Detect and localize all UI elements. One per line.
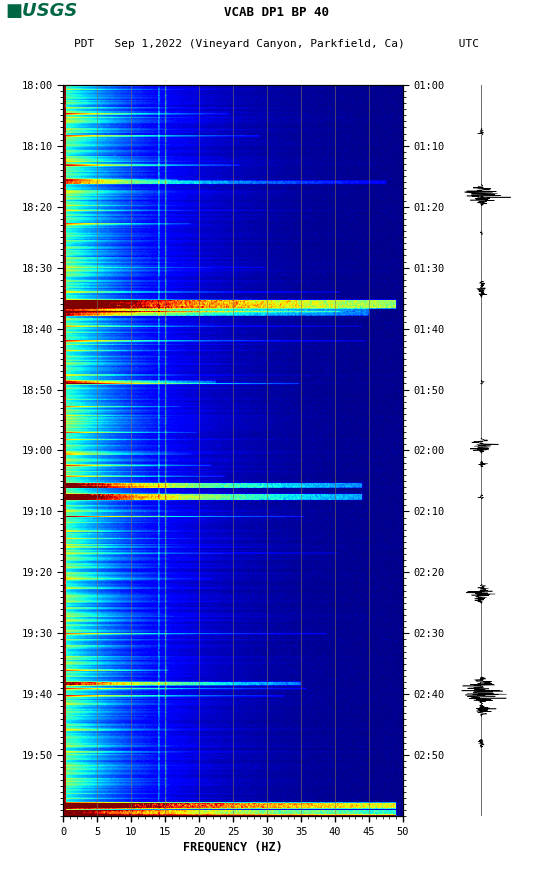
Text: VCAB DP1 BP 40: VCAB DP1 BP 40	[224, 6, 328, 19]
Text: PDT   Sep 1,2022 (Vineyard Canyon, Parkfield, Ca)        UTC: PDT Sep 1,2022 (Vineyard Canyon, Parkfie…	[73, 39, 479, 49]
X-axis label: FREQUENCY (HZ): FREQUENCY (HZ)	[183, 841, 283, 854]
Text: ■USGS: ■USGS	[6, 2, 78, 20]
